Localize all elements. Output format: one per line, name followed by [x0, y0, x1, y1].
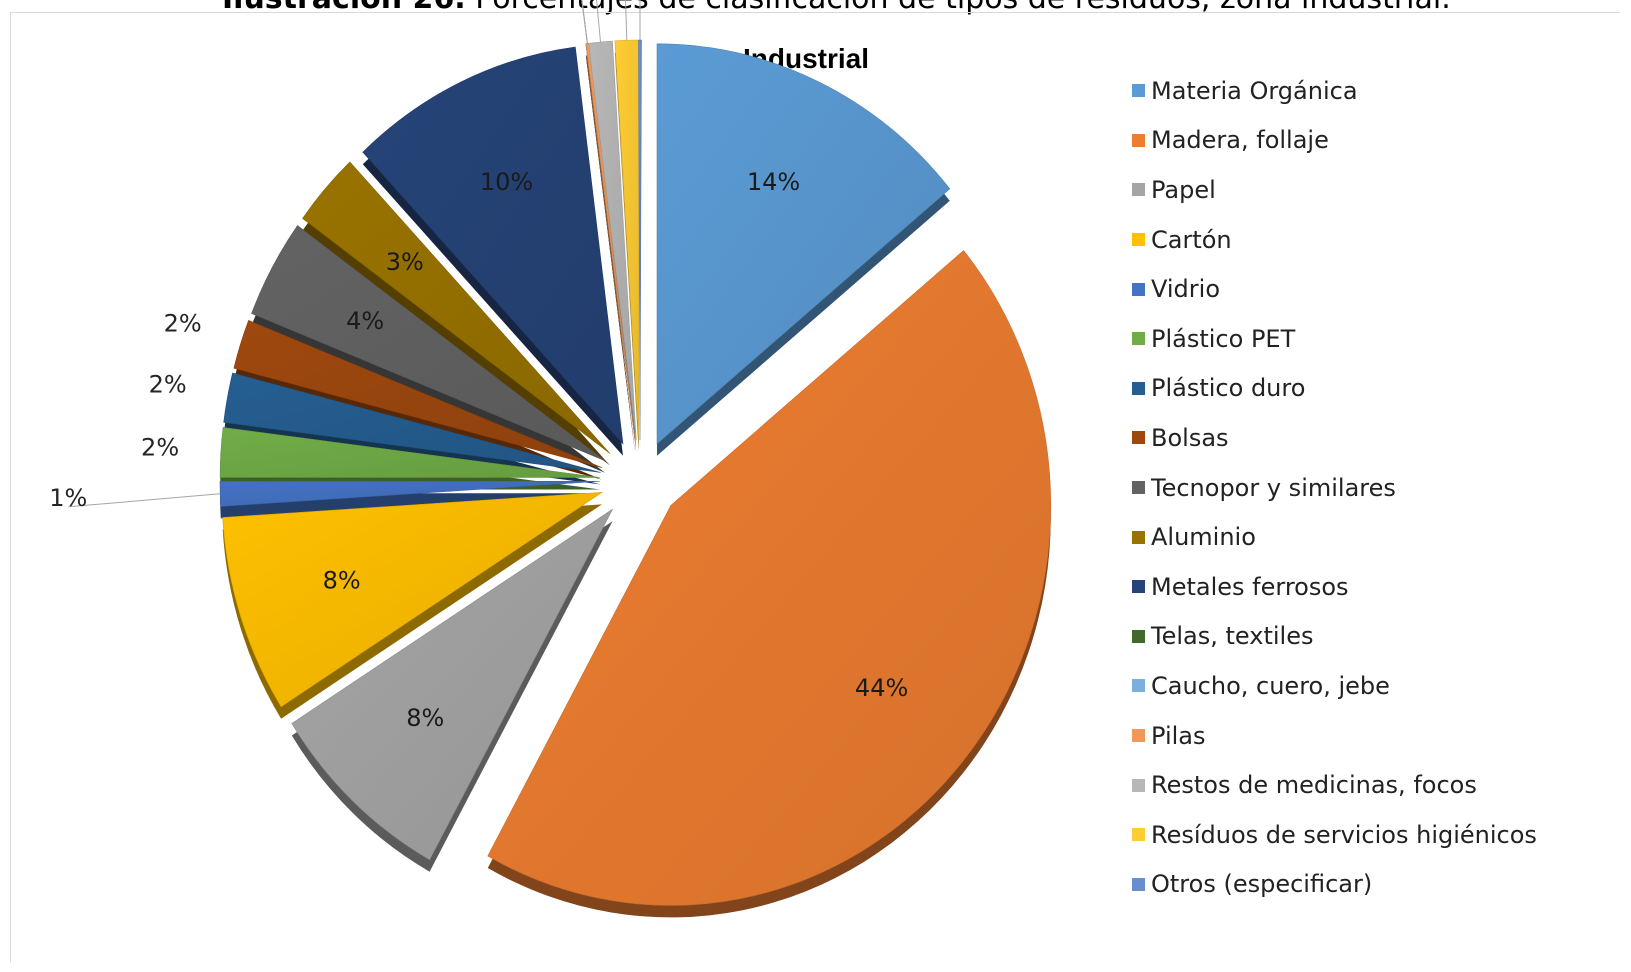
legend-item-madera-follaje: Madera, follaje: [1132, 116, 1537, 166]
pie-slice-plastico-duro: [223, 372, 601, 473]
pie-slice-metales-ferrosos: [362, 46, 624, 445]
pie-slice-aluminio: [302, 161, 611, 454]
data-label-madera-follaje: 44%: [855, 674, 908, 702]
legend-swatch: [1132, 282, 1145, 296]
leader-line-pilas: [581, 0, 588, 44]
pie-slice-materia-organica: [656, 43, 951, 445]
legend-swatch: [1132, 381, 1145, 395]
legend-swatch: [1132, 233, 1145, 247]
data-label-plastico-duro: 2%: [149, 371, 187, 399]
legend-label: Aluminio: [1151, 523, 1256, 552]
legend-item-plastico-duro: Plástico duro: [1132, 364, 1537, 414]
pie-slice-carton: [222, 491, 604, 708]
legend-label: Plástico PET: [1151, 324, 1296, 353]
pie-slice-madera-follaje: [487, 250, 1052, 906]
legend-swatch: [1132, 431, 1145, 445]
leader-line-vidrio: [68, 493, 221, 508]
legend-label: Plástico duro: [1151, 374, 1306, 403]
legend-swatch: [1132, 133, 1145, 147]
legend-item-plastico-pet: Plástico PET: [1132, 314, 1537, 364]
leader-line-telas-textiles: [581, 0, 588, 44]
data-label-materia-organica: 14%: [747, 168, 800, 196]
slice-side-pilas: [585, 55, 635, 453]
pie-slice-papel: [291, 508, 613, 861]
legend-swatch: [1132, 729, 1145, 743]
legend-item-bolsas: Bolsas: [1132, 413, 1537, 463]
legend-item-otros-especificar: Otros (especificar): [1132, 860, 1537, 910]
legend-swatch: [1132, 679, 1145, 693]
legend-swatch: [1132, 183, 1145, 197]
legend-swatch: [1132, 530, 1145, 544]
data-label-tecnopor-y-similares: 4%: [346, 307, 384, 335]
pie-slice-bolsas: [233, 320, 603, 468]
chart-area: Industrial: [10, 12, 1620, 962]
legend-label: Caucho, cuero, jebe: [1151, 671, 1390, 700]
leader-line-caucho-cuero-jebe: [581, 0, 588, 44]
legend-item-vidrio: Vidrio: [1132, 264, 1537, 314]
legend-item-pilas: Pilas: [1132, 711, 1537, 761]
legend-label: Cartón: [1151, 225, 1232, 254]
data-label-carton: 8%: [323, 566, 361, 594]
legend-swatch: [1132, 877, 1145, 891]
legend-label: Papel: [1151, 175, 1216, 204]
legend-item-metales-ferrosos: Metales ferrosos: [1132, 562, 1537, 612]
legend-swatch: [1132, 481, 1145, 495]
legend-swatch: [1132, 332, 1145, 346]
data-label-papel: 8%: [406, 704, 444, 732]
data-label-plastico-pet: 2%: [141, 433, 179, 461]
data-label-aluminio: 3%: [386, 248, 424, 276]
leader-line-residuos-de-servicios-higienicos: [625, 0, 628, 41]
legend-item-tecnopor-y-similares: Tecnopor y similares: [1132, 463, 1537, 513]
legend-item-restos-de-medicinas-focos: Restos de medicinas, focos: [1132, 760, 1537, 810]
legend-item-caucho-cuero-jebe: Caucho, cuero, jebe: [1132, 661, 1537, 711]
legend-swatch: [1132, 828, 1145, 842]
pie-slice-plastico-pet: [219, 427, 601, 478]
legend-label: Pilas: [1151, 721, 1206, 750]
data-label-vidrio: 1%: [49, 484, 87, 512]
pie-slice-vidrio: [219, 480, 601, 507]
legend-label: Madera, follaje: [1151, 126, 1329, 155]
legend-label: Telas, textiles: [1151, 622, 1314, 651]
legend-label: Bolsas: [1151, 423, 1229, 452]
legend-label: Materia Orgánica: [1151, 76, 1358, 105]
legend-label: Restos de medicinas, focos: [1151, 771, 1477, 800]
legend-item-papel: Papel: [1132, 165, 1537, 215]
legend-item-materia-organica: Materia Orgánica: [1132, 66, 1537, 116]
legend-swatch: [1132, 580, 1145, 594]
legend-item-residuos-de-servicios-higienicos: Resíduos de servicios higiénicos: [1132, 810, 1537, 860]
legend-swatch: [1132, 778, 1145, 792]
legend-swatch: [1132, 629, 1145, 643]
data-label-bolsas: 2%: [164, 309, 202, 337]
legend-label: Tecnopor y similares: [1151, 473, 1396, 502]
legend-label: Vidrio: [1151, 275, 1221, 304]
legend-label: Otros (especificar): [1151, 870, 1373, 899]
legend-item-carton: Cartón: [1132, 215, 1537, 265]
legend-label: Metales ferrosos: [1151, 572, 1349, 601]
pie-slice-tecnopor-y-similares: [251, 225, 606, 462]
leader-line-restos-de-medicinas-focos: [596, 0, 601, 43]
legend-item-telas-textiles: Telas, textiles: [1132, 612, 1537, 662]
legend-item-aluminio: Aluminio: [1132, 512, 1537, 562]
legend-label: Resíduos de servicios higiénicos: [1151, 820, 1537, 849]
legend-swatch: [1132, 84, 1145, 98]
chart-legend: Materia Orgánica Madera, follaje Papel Cart…: [1132, 66, 1537, 909]
data-label-metales-ferrosos: 10%: [480, 168, 533, 196]
